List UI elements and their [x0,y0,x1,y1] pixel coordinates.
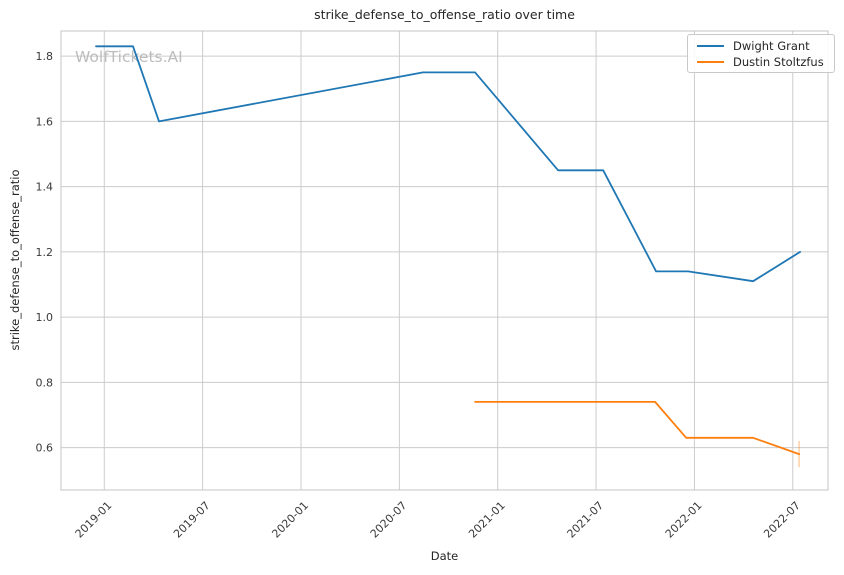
y-axis-label: strike_defense_to_offense_ratio [8,169,22,351]
chart-title: strike_defense_to_offense_ratio over tim… [314,7,575,22]
y-tick-label: 1.4 [36,181,54,194]
legend-row-dustin-stoltzfus: Dustin Stoltzfus [697,54,824,69]
legend: Dwight Grant Dustin Stoltzfus [687,34,835,73]
y-tick-label: 0.8 [36,376,54,389]
x-tick-label: 2021-07 [564,499,606,541]
x-tick-label: 2020-01 [269,499,311,541]
grid-layer [61,31,828,490]
series-layer [95,45,801,468]
x-axis-label: Date [430,549,459,563]
y-tick-label: 1.2 [36,246,54,259]
x-tick-label: 2021-01 [466,499,508,541]
legend-line-swatch-blue [697,44,724,47]
legend-line-swatch-orange [697,60,724,63]
series-line-dustin-stoltzfus [474,401,800,455]
x-tick-label: 2020-07 [368,499,410,541]
y-tick-label: 1.8 [36,50,54,63]
legend-label: Dwight Grant [733,38,810,53]
x-tick-label: 2019-01 [73,499,115,541]
y-tick-label: 1.6 [36,115,54,128]
y-tick-label: 1.0 [36,311,54,324]
legend-label: Dustin Stoltzfus [733,54,824,69]
x-tick-label: 2019-07 [171,499,213,541]
tick-label-layer: 0.6 0.8 1.0 1.2 1.4 1.6 1.8 2019-01 2019-07 2020-… [36,50,803,541]
plot-border [60,30,829,491]
x-tick-label: 2022-07 [761,499,803,541]
y-tick-label: 0.6 [36,442,54,455]
series-line-dwight-grant [95,45,801,283]
legend-row-dwight-grant: Dwight Grant [697,38,824,53]
watermark-text: WolfTickets.AI [75,48,183,66]
x-tick-label: 2022-01 [663,499,705,541]
